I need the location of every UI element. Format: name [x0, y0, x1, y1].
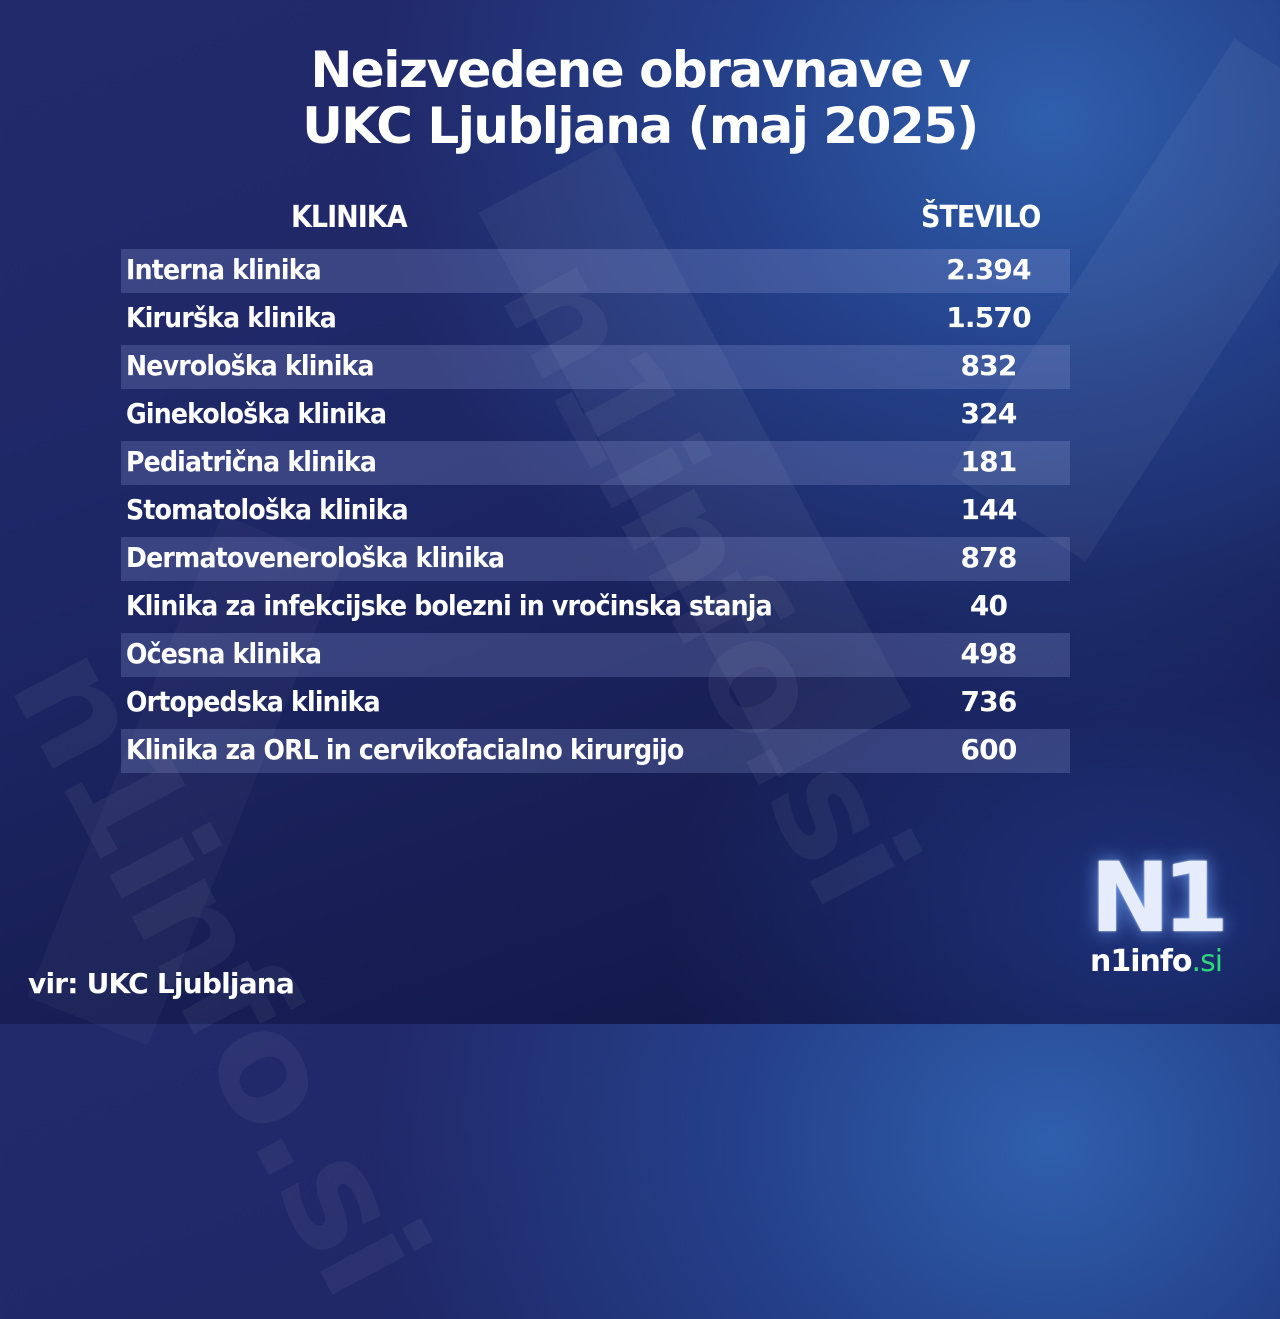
clinic-count: 498	[960, 637, 1017, 670]
clinic-name: Pediatrična klinika	[126, 445, 377, 478]
n1-logo-mark-icon: N1	[1090, 842, 1229, 954]
logo-site-name: n1info.si	[1090, 944, 1224, 979]
clinic-count: 600	[960, 733, 1017, 766]
table-row: Stomatološka klinika 144	[121, 489, 1070, 533]
page-title: Neizvedene obravnave v UKC Ljubljana (ma…	[0, 42, 1280, 154]
table-row: Klinika za ORL in cervikofacialno kirurg…	[121, 729, 1070, 773]
clinic-name: Ginekološka klinika	[126, 397, 387, 430]
clinic-count: 832	[960, 349, 1017, 382]
source-credit: vir: UKC Ljubljana	[28, 967, 295, 1000]
table-row: Interna klinika 2.394	[121, 249, 1070, 293]
column-header-count: ŠTEVILO	[921, 200, 1041, 235]
column-header-clinic: KLINIKA	[291, 200, 408, 235]
clinic-count: 878	[960, 541, 1017, 574]
table-row: Ortopedska klinika 736	[121, 681, 1070, 725]
table-row: Ginekološka klinika 324	[121, 393, 1070, 437]
clinic-name: Ortopedska klinika	[126, 685, 381, 718]
clinic-name: Klinika za infekcijske bolezni in vročin…	[126, 589, 773, 622]
clinic-count: 2.394	[946, 253, 1031, 286]
clinic-count: 144	[960, 493, 1017, 526]
clinic-count: 736	[960, 685, 1017, 718]
clinic-name: Očesna klinika	[126, 637, 322, 670]
title-line-2: UKC Ljubljana (maj 2025)	[302, 97, 979, 155]
table-row: Klinika za infekcijske bolezni in vročin…	[121, 585, 1070, 629]
table-row: Očesna klinika 498	[121, 633, 1070, 677]
clinic-name: Klinika za ORL in cervikofacialno kirurg…	[126, 733, 684, 766]
site-tld: .si	[1191, 944, 1224, 979]
site-name: n1info	[1090, 944, 1193, 979]
title-line-1: Neizvedene obravnave v	[310, 41, 971, 99]
table-row: Dermatovenerološka klinika 878	[121, 537, 1070, 581]
data-table: Interna klinika 2.394 Kirurška klinika 1…	[121, 249, 1070, 777]
clinic-name: Dermatovenerološka klinika	[126, 541, 505, 574]
table-row: Pediatrična klinika 181	[121, 441, 1070, 485]
clinic-count: 40	[969, 589, 1008, 622]
clinic-name: Interna klinika	[126, 253, 322, 286]
n1-logo: N1 n1info.si	[1090, 842, 1230, 986]
clinic-name: Kirurška klinika	[126, 301, 337, 334]
clinic-count: 324	[960, 397, 1017, 430]
clinic-count: 1.570	[946, 301, 1031, 334]
clinic-count: 181	[960, 445, 1017, 478]
table-row: Kirurška klinika 1.570	[121, 297, 1070, 341]
clinic-name: Stomatološka klinika	[126, 493, 409, 526]
clinic-name: Nevrološka klinika	[126, 349, 374, 382]
table-row: Nevrološka klinika 832	[121, 345, 1070, 389]
